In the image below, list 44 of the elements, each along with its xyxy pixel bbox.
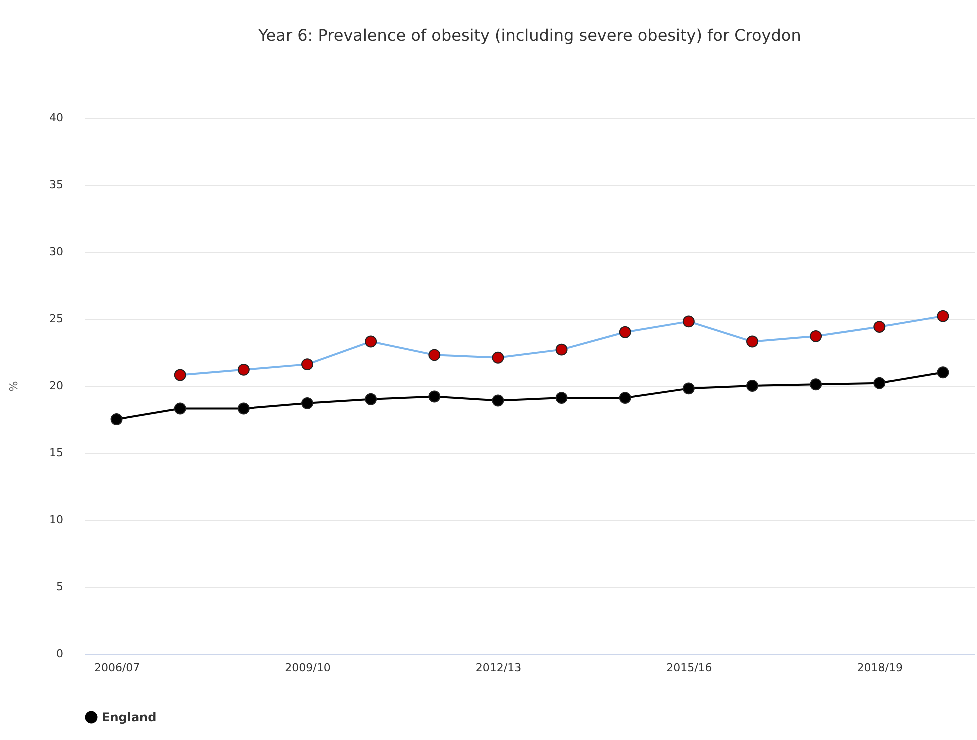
y-tick-label: 20 — [50, 380, 64, 392]
point — [556, 392, 568, 404]
y-tick-label: 15 — [50, 446, 64, 460]
point — [302, 358, 314, 371]
point — [365, 336, 378, 348]
x-tick-label: 2018/19 — [857, 662, 903, 674]
point — [937, 310, 950, 322]
point — [746, 336, 758, 348]
point — [174, 402, 186, 415]
y-tick-label: 10 — [50, 514, 64, 526]
point — [810, 378, 822, 391]
point — [492, 394, 504, 407]
chart-title: Year 6: Prevalence of obesity (including severe obesity) for Croydon — [258, 26, 802, 45]
point — [238, 402, 250, 415]
point — [874, 377, 886, 390]
y-tick-label: 0 — [56, 648, 64, 660]
point — [810, 330, 822, 342]
point — [238, 364, 250, 376]
y-axis-title: % — [8, 381, 21, 392]
point — [937, 366, 950, 379]
point — [682, 382, 695, 395]
y-tick-label: 35 — [50, 178, 64, 192]
point — [619, 392, 632, 404]
point — [302, 397, 314, 410]
point — [428, 349, 441, 362]
y-tick-label: 30 — [50, 246, 64, 258]
x-tick-label: 2012/13 — [476, 662, 522, 674]
point — [619, 326, 632, 338]
point — [746, 380, 758, 392]
point — [874, 321, 886, 334]
point — [365, 393, 378, 406]
y-tick-label: 5 — [56, 580, 64, 594]
y-tick-label: 25 — [50, 312, 64, 326]
point — [174, 369, 186, 382]
point — [682, 316, 695, 328]
y-tick-label: 40 — [50, 112, 64, 124]
legend-label: England — [102, 710, 157, 724]
point — [428, 390, 441, 403]
point — [556, 344, 568, 356]
x-tick-label: 2009/10 — [285, 662, 331, 674]
x-tick-label: 2006/07 — [94, 662, 140, 674]
x-tick-label: 2015/16 — [666, 662, 712, 674]
point — [492, 352, 504, 364]
point — [110, 414, 123, 426]
